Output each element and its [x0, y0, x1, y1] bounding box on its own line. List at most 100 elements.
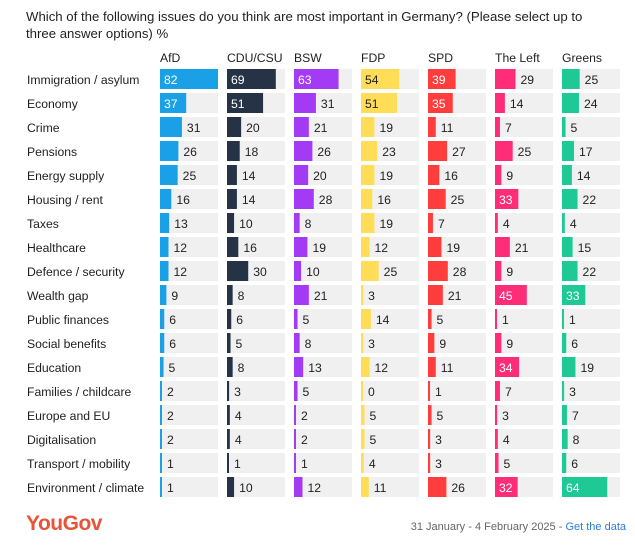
bar — [428, 309, 432, 329]
category-label: Economy — [27, 97, 79, 111]
bar — [428, 93, 453, 113]
bar — [428, 261, 448, 281]
value-label: 3 — [368, 289, 375, 303]
value-label: 64 — [566, 481, 580, 495]
bar — [227, 117, 242, 137]
bar — [160, 453, 162, 473]
bar — [227, 309, 232, 329]
bar-background — [562, 237, 620, 257]
bar-background — [294, 237, 352, 257]
bar — [227, 93, 264, 113]
value-label: 14 — [510, 97, 524, 111]
bar — [428, 477, 447, 497]
value-label: 5 — [236, 337, 243, 351]
value-label: 39 — [432, 73, 446, 87]
get-the-data-link[interactable]: Get the data — [565, 521, 626, 533]
bar — [294, 261, 302, 281]
value-label: 21 — [515, 241, 529, 255]
bar — [227, 237, 239, 257]
bar-background — [562, 429, 620, 449]
category-label: Energy supply — [27, 169, 105, 183]
value-label: 2 — [167, 409, 174, 423]
value-label: 24 — [584, 97, 598, 111]
category-label: Europe and EU — [27, 409, 110, 423]
bar — [562, 405, 567, 425]
bar — [562, 309, 564, 329]
bar — [428, 117, 436, 137]
bar-background — [227, 285, 285, 305]
bar-background — [294, 405, 352, 425]
value-label: 4 — [503, 217, 510, 231]
value-label: 12 — [374, 241, 388, 255]
bar — [562, 333, 567, 353]
bar — [227, 429, 230, 449]
value-label: 16 — [444, 169, 458, 183]
value-label: 5 — [370, 409, 377, 423]
value-label: 6 — [571, 337, 578, 351]
bar-background — [227, 141, 285, 161]
value-label: 51 — [231, 97, 245, 111]
bar-background — [428, 453, 486, 473]
bar-background — [361, 309, 419, 329]
bar-background — [227, 429, 285, 449]
bar — [160, 213, 170, 233]
bar-background — [227, 309, 285, 329]
category-label: Crime — [27, 121, 60, 135]
value-label: 16 — [243, 241, 257, 255]
bar-background — [361, 117, 419, 137]
value-label: 4 — [570, 217, 577, 231]
bar-background — [227, 237, 285, 257]
value-label: 33 — [499, 193, 513, 207]
value-label: 6 — [571, 457, 578, 471]
bar — [160, 429, 162, 449]
bar-background — [160, 189, 218, 209]
value-label: 11 — [441, 121, 454, 135]
bar — [361, 141, 378, 161]
bar — [227, 141, 240, 161]
value-label: 12 — [173, 241, 187, 255]
bar — [294, 477, 303, 497]
value-label: 5 — [571, 121, 578, 135]
bar — [562, 117, 566, 137]
bar — [294, 69, 339, 89]
bar-background — [160, 477, 218, 497]
value-label: 21 — [314, 121, 328, 135]
bar-background — [160, 333, 218, 353]
bar — [361, 309, 371, 329]
value-label: 11 — [441, 361, 454, 375]
category-label: Taxes — [27, 217, 59, 231]
bar — [428, 69, 456, 89]
bar — [294, 93, 316, 113]
bar-background — [294, 213, 352, 233]
value-label: 17 — [579, 145, 593, 159]
bar-background — [361, 165, 419, 185]
bar-background — [562, 357, 620, 377]
bar-background — [227, 333, 285, 353]
bar — [428, 165, 440, 185]
bar-background — [160, 309, 218, 329]
value-label: 13 — [174, 217, 188, 231]
bar — [428, 381, 430, 401]
category-label: Social benefits — [27, 337, 106, 351]
value-label: 25 — [183, 169, 197, 183]
fieldwork-dates: 31 January - 4 February 2025 — [410, 521, 556, 533]
bar-background — [562, 165, 620, 185]
bar — [495, 285, 527, 305]
bar-background — [227, 165, 285, 185]
value-label: 1 — [435, 385, 442, 399]
bar — [495, 309, 497, 329]
bar-background — [562, 309, 620, 329]
bar — [294, 117, 309, 137]
bar — [495, 117, 500, 137]
value-label: 1 — [234, 457, 241, 471]
value-label: 2 — [167, 385, 174, 399]
bar — [294, 165, 309, 185]
footer-separator: - — [555, 521, 566, 533]
bar-background — [562, 117, 620, 137]
bar-background — [294, 429, 352, 449]
value-label: 9 — [171, 289, 178, 303]
bar-background — [160, 381, 218, 401]
value-label: 11 — [374, 481, 387, 495]
value-label: 20 — [246, 121, 260, 135]
bar — [495, 357, 520, 377]
